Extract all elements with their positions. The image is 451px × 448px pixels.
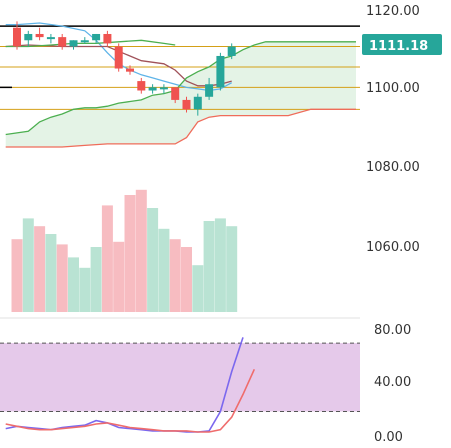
candle-body bbox=[159, 87, 168, 90]
price-axis: 1120.00 1100.00 1080.00 1060.00 80.00 40… bbox=[366, 4, 420, 445]
oscillator-tick-label: 80.00 bbox=[374, 323, 411, 338]
last-price-tag-bg bbox=[362, 34, 442, 55]
candle-body bbox=[80, 40, 89, 43]
oscillator-panel bbox=[0, 317, 360, 433]
volume-bar bbox=[214, 218, 226, 312]
volume-bar bbox=[192, 265, 204, 312]
price-tick-label: 1100.00 bbox=[366, 81, 420, 96]
candle-body bbox=[126, 68, 134, 72]
price-tick-label: 1060.00 bbox=[366, 240, 420, 255]
price-tick-label: 1120.00 bbox=[366, 4, 420, 19]
volume-bar bbox=[79, 267, 91, 312]
candle-body bbox=[148, 87, 157, 91]
volume-panel bbox=[11, 189, 238, 312]
ichimoku-cloud bbox=[5, 41, 356, 147]
volume-bar bbox=[101, 205, 113, 312]
candle-body bbox=[114, 46, 123, 69]
volume-bar bbox=[181, 247, 192, 312]
volume-bar bbox=[158, 228, 170, 312]
oscillator-tick-label: 40.00 bbox=[374, 375, 411, 390]
candle-body bbox=[69, 40, 78, 47]
price-panel bbox=[0, 21, 360, 148]
volume-bar bbox=[34, 226, 46, 312]
candle-body bbox=[92, 33, 101, 41]
volume-bar bbox=[135, 189, 147, 312]
volume-bar bbox=[147, 208, 159, 312]
candle-body bbox=[103, 33, 112, 44]
volume-bar bbox=[45, 234, 57, 312]
volume-bar bbox=[90, 247, 102, 312]
candle-body bbox=[205, 84, 214, 97]
candle-body bbox=[46, 37, 55, 40]
oscillator-d-line bbox=[5, 368, 256, 433]
candle-body bbox=[171, 87, 180, 100]
conversion-line bbox=[5, 22, 233, 92]
volume-bar bbox=[68, 257, 79, 312]
volume-bar bbox=[226, 226, 238, 312]
last-price-tag-text: 1111.18 bbox=[369, 39, 428, 54]
candle-body bbox=[216, 55, 225, 88]
candle-body bbox=[227, 46, 236, 56]
volume-bar bbox=[56, 244, 68, 312]
oscillator-band bbox=[0, 343, 360, 412]
candle-body bbox=[35, 33, 44, 38]
oscillator-tick-label: 0.00 bbox=[374, 430, 403, 445]
candle-body bbox=[182, 99, 191, 110]
volume-bar bbox=[113, 241, 125, 312]
price-tick-label: 1080.00 bbox=[366, 160, 420, 175]
last-price-tag: 1111.18 bbox=[362, 34, 442, 55]
volume-bar bbox=[124, 195, 136, 312]
volume-bar bbox=[203, 221, 215, 312]
volume-bar bbox=[11, 239, 23, 312]
leading-span-a bbox=[5, 41, 356, 136]
candle-body bbox=[24, 33, 33, 41]
candle-body bbox=[58, 37, 67, 47]
volume-bar bbox=[22, 218, 34, 312]
candle-body bbox=[137, 81, 146, 91]
volume-bar bbox=[169, 239, 181, 312]
leading-span-b bbox=[5, 108, 356, 148]
candle-body bbox=[193, 96, 202, 110]
candle-body bbox=[13, 27, 21, 47]
